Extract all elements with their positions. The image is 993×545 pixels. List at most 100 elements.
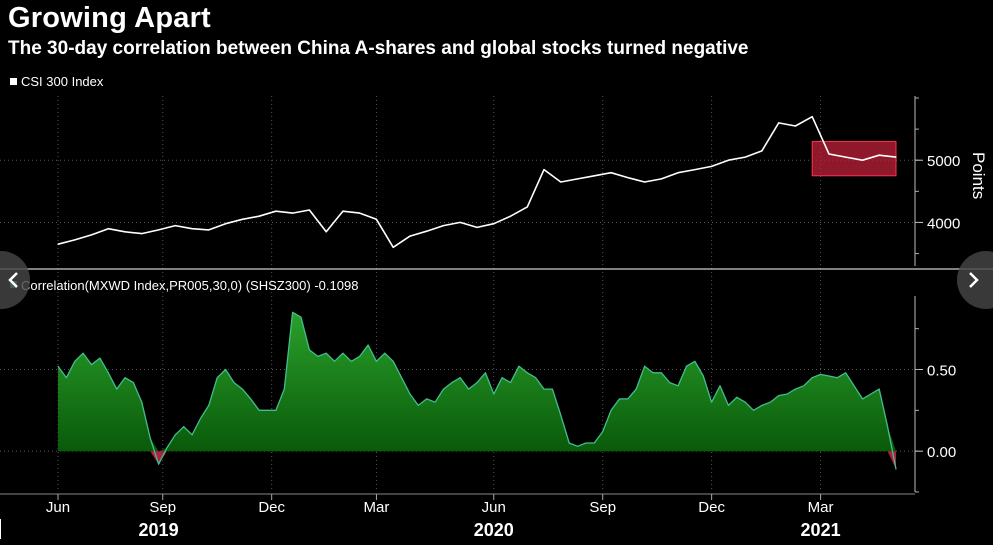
corr-point: [895, 468, 897, 470]
corr-point: [384, 352, 386, 354]
csi-point: [342, 210, 344, 212]
csi-point: [526, 206, 528, 208]
corr-point: [317, 355, 319, 357]
corr-point: [510, 382, 512, 384]
corr-point: [216, 377, 218, 379]
corr-point: [518, 365, 520, 367]
corr-point: [191, 434, 193, 436]
x-month-label-4: Jun: [482, 499, 506, 516]
corr-point: [174, 434, 176, 436]
corr-tick-label-1: 0.00: [927, 444, 956, 461]
csi-point: [275, 210, 277, 212]
corr-point: [694, 360, 696, 362]
csi-point: [493, 223, 495, 225]
csi-point: [442, 224, 445, 227]
csi-point: [90, 234, 93, 236]
corr-point: [836, 377, 838, 379]
csi-point: [124, 231, 126, 233]
corr-point: [409, 393, 411, 395]
x-year-label-0: 2019: [139, 520, 179, 540]
corr-point: [702, 375, 704, 377]
corr-point: [493, 393, 495, 395]
chevron-left-icon: [8, 272, 18, 288]
axis-left-tick: [0, 519, 1, 539]
corr-point: [568, 442, 570, 444]
corr-point: [644, 365, 646, 367]
corr-point: [442, 388, 444, 390]
corr-point: [635, 388, 637, 390]
corr-point: [794, 388, 796, 390]
x-year-label-1: 2020: [474, 520, 514, 540]
corr-point: [602, 431, 604, 433]
corr-point: [57, 365, 59, 367]
corr-point: [392, 360, 394, 362]
csi-legend-swatch: [10, 78, 17, 85]
csi-point: [794, 125, 797, 127]
corr-point: [208, 404, 210, 406]
corr-point: [577, 445, 579, 447]
csi-point: [141, 233, 143, 235]
corr-point: [870, 393, 872, 395]
corr-point: [769, 401, 771, 403]
corr-point: [99, 357, 101, 359]
corr-point: [501, 377, 503, 379]
corr-point: [543, 388, 545, 390]
csi-tick-label-1: 5000: [927, 153, 960, 170]
corr-point: [158, 463, 160, 465]
x-month-label-0: Jun: [46, 499, 70, 516]
csi-point: [861, 159, 864, 161]
corr-point: [334, 360, 336, 362]
csi-point: [811, 116, 813, 118]
x-month-label-6: Dec: [698, 499, 725, 516]
csi-point: [157, 229, 160, 231]
corr-point: [468, 388, 470, 390]
csi-point: [409, 235, 411, 237]
csi-point: [560, 181, 562, 183]
corr-point: [585, 442, 587, 444]
csi-point: [459, 221, 461, 224]
corr-point: [359, 355, 361, 357]
corr-point: [250, 398, 252, 400]
corr-point: [107, 372, 109, 374]
csi-point: [694, 168, 696, 171]
csi-legend-label: CSI 300 Index: [21, 74, 104, 89]
csi-point: [426, 230, 428, 232]
corr-point: [401, 377, 403, 379]
csi-point: [895, 156, 897, 158]
corr-point: [258, 409, 260, 411]
corr-point: [132, 382, 134, 384]
corr-point: [878, 388, 880, 390]
x-month-label-2: Dec: [258, 499, 285, 516]
csi-point: [660, 178, 662, 180]
corr-point: [727, 404, 729, 406]
corr-point: [778, 395, 780, 397]
corr-point: [342, 352, 344, 354]
corr-point: [426, 398, 428, 400]
corr-point: [65, 377, 67, 379]
csi-point: [392, 246, 394, 248]
csi-point: [57, 243, 59, 245]
corr-point: [535, 377, 537, 379]
corr-point: [375, 360, 377, 362]
csi-point: [878, 154, 880, 156]
csi-point: [828, 153, 830, 155]
csi-point: [593, 175, 595, 177]
corr-point: [484, 372, 486, 374]
csi-axis-label: Points: [969, 152, 988, 199]
csi-point: [107, 228, 109, 230]
csi-point: [74, 239, 76, 241]
corr-point: [267, 409, 268, 411]
corr-point: [166, 447, 168, 449]
corr-point: [300, 316, 302, 318]
csi-point: [375, 218, 378, 220]
csi-point: [627, 177, 629, 179]
chevron-right-icon: [969, 272, 979, 288]
corr-point: [476, 382, 478, 384]
corr-point: [627, 398, 629, 400]
corr-point: [753, 409, 755, 411]
corr-point: [618, 398, 620, 400]
corr-point: [761, 404, 763, 406]
csi-point: [744, 156, 746, 158]
x-year-label-2: 2021: [801, 520, 841, 540]
